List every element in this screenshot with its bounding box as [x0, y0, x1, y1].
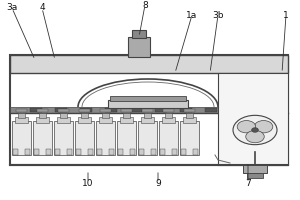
- Bar: [55, 149, 60, 155]
- Bar: [105, 108, 117, 112]
- Bar: [96, 121, 115, 155]
- Circle shape: [254, 121, 273, 133]
- Bar: [46, 149, 51, 155]
- Bar: [36, 117, 49, 123]
- Bar: [37, 109, 48, 112]
- Bar: [81, 113, 88, 118]
- Bar: [30, 108, 42, 112]
- Bar: [247, 173, 263, 178]
- Bar: [142, 109, 153, 112]
- Bar: [218, 73, 288, 165]
- Text: 3a: 3a: [6, 3, 18, 12]
- Circle shape: [252, 128, 258, 132]
- Bar: [130, 149, 135, 155]
- Bar: [108, 100, 188, 108]
- Bar: [120, 117, 133, 123]
- Bar: [193, 149, 198, 155]
- Bar: [55, 108, 67, 112]
- Text: 8: 8: [142, 0, 148, 9]
- Circle shape: [237, 121, 256, 133]
- Bar: [155, 108, 167, 112]
- Bar: [109, 149, 114, 155]
- Bar: [151, 149, 156, 155]
- Bar: [141, 117, 154, 123]
- Bar: [34, 149, 39, 155]
- Text: 7: 7: [245, 179, 251, 188]
- Bar: [54, 121, 73, 155]
- Text: 10: 10: [82, 179, 94, 188]
- Bar: [172, 149, 177, 155]
- Bar: [128, 37, 150, 57]
- Bar: [88, 149, 93, 155]
- Bar: [79, 109, 90, 112]
- Bar: [118, 149, 123, 155]
- Bar: [162, 117, 175, 123]
- Bar: [33, 121, 52, 155]
- Bar: [16, 109, 27, 112]
- Bar: [184, 109, 195, 112]
- Bar: [159, 121, 178, 155]
- Bar: [75, 121, 94, 155]
- Text: 1: 1: [283, 10, 289, 20]
- Bar: [180, 108, 192, 112]
- Bar: [13, 149, 18, 155]
- Bar: [117, 121, 136, 155]
- Bar: [183, 117, 196, 123]
- Bar: [160, 149, 165, 155]
- Bar: [100, 109, 111, 112]
- Bar: [67, 149, 72, 155]
- Bar: [181, 149, 186, 155]
- Bar: [132, 30, 146, 38]
- Bar: [58, 109, 69, 112]
- Bar: [243, 165, 267, 173]
- Circle shape: [233, 115, 277, 145]
- Bar: [130, 108, 142, 112]
- Bar: [25, 149, 30, 155]
- Bar: [10, 55, 288, 73]
- Text: 4: 4: [39, 3, 45, 12]
- Bar: [60, 113, 67, 118]
- Bar: [110, 96, 186, 101]
- Bar: [186, 113, 193, 118]
- Bar: [144, 113, 151, 118]
- Text: 1a: 1a: [186, 10, 198, 20]
- Bar: [12, 121, 31, 155]
- Bar: [80, 108, 92, 112]
- Bar: [163, 109, 174, 112]
- Bar: [165, 113, 172, 118]
- Bar: [10, 55, 288, 165]
- Bar: [10, 107, 288, 113]
- Text: 3b: 3b: [212, 10, 224, 20]
- Bar: [139, 149, 144, 155]
- Bar: [97, 149, 102, 155]
- Bar: [205, 108, 217, 112]
- Bar: [180, 121, 199, 155]
- Bar: [123, 113, 130, 118]
- Bar: [121, 109, 132, 112]
- Bar: [138, 121, 157, 155]
- Bar: [76, 149, 81, 155]
- Bar: [78, 117, 91, 123]
- Bar: [57, 117, 70, 123]
- Bar: [99, 117, 112, 123]
- Bar: [15, 117, 28, 123]
- Circle shape: [246, 130, 264, 143]
- Text: 9: 9: [155, 179, 161, 188]
- Bar: [18, 113, 25, 118]
- Bar: [39, 113, 46, 118]
- Bar: [102, 113, 109, 118]
